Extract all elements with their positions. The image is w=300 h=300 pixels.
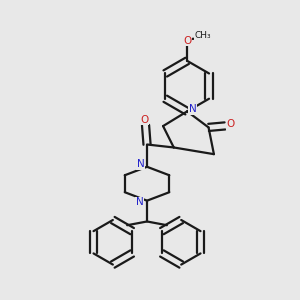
Text: O: O (183, 36, 191, 46)
Text: N: N (136, 159, 144, 170)
Text: CH₃: CH₃ (195, 31, 211, 40)
Text: O: O (140, 115, 148, 125)
Text: N: N (189, 104, 196, 114)
Text: O: O (227, 119, 235, 129)
Text: N: N (136, 197, 144, 207)
